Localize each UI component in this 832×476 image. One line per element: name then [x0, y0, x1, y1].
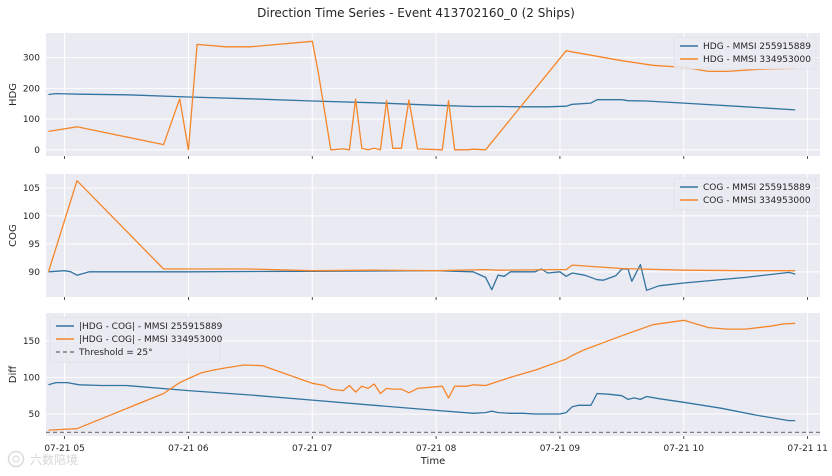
diff-x-tick-label: 07-21 06 [168, 444, 209, 454]
watermark-logo-inner-icon [12, 455, 20, 463]
diff-legend-label: |HDG - COG| - MMSI 255915889 [79, 322, 223, 332]
series-layer [46, 40, 820, 433]
cog-legend-label: COG - MMSI 255915889 [703, 183, 811, 193]
diff-x-tick-label: 07-21 05 [44, 444, 84, 454]
hdg-y-axis-label: HDG [8, 83, 19, 106]
x-axis-label: Time [420, 456, 445, 467]
cog-series-1-line [47, 180, 796, 272]
diff-x-tick-label: 07-21 11 [787, 444, 827, 454]
diff-x-tick-label: 07-21 09 [540, 444, 581, 454]
cog-legend-label: COG - MMSI 334953000 [703, 196, 811, 206]
hdg-series-1-line [48, 40, 796, 151]
cog-y-tick-label: 95 [29, 240, 40, 250]
chart-title: Direction Time Series - Event 413702160_… [257, 6, 575, 20]
diff-y-tick-label: 50 [29, 410, 41, 420]
diff-legend-box [49, 316, 221, 363]
legend-layer: HDG - MMSI 255915889 HDG - MMSI 334953000… [49, 36, 817, 363]
cog-y-tick-label: 90 [29, 268, 41, 278]
hdg-legend-box [673, 36, 817, 70]
diff-x-tick-label: 07-21 10 [664, 444, 705, 454]
diff-series-1-line [48, 319, 796, 431]
diff-x-tick-label: 07-21 08 [416, 444, 457, 454]
watermark-text: 六数陪境 [30, 452, 78, 467]
hdg-y-tick-label: 200 [23, 84, 40, 94]
diff-y-axis-label: Diff [8, 365, 19, 383]
cog-y-tick-label: 105 [23, 184, 40, 194]
diff-x-tick-label: 07-21 07 [292, 444, 332, 454]
watermark: 六数陪境 [7, 450, 78, 468]
diff-y-tick-label: 100 [23, 373, 40, 383]
hdg-y-tick-label: 100 [23, 115, 40, 125]
diff-legend-label: Threshold = 25° [78, 348, 153, 358]
cog-series-0-line [48, 263, 796, 291]
diff-y-tick-label: 150 [23, 337, 40, 347]
hdg-series-0-line [48, 92, 796, 111]
hdg-y-tick-label: 300 [23, 54, 40, 64]
tick-layer: 0 100 200 300 90 95 100 105 50 100 150 07-21 05 07-2… [23, 54, 828, 454]
diff-legend-label: |HDG - COG| - MMSI 334953000 [79, 335, 223, 345]
watermark-logo-icon [7, 450, 25, 468]
diff-series-0-line [48, 381, 796, 422]
cog-legend-box [673, 177, 817, 211]
cog-y-axis-label: COG [8, 224, 19, 247]
cog-y-tick-label: 100 [23, 212, 40, 222]
hdg-legend-label: HDG - MMSI 334953000 [703, 55, 811, 65]
hdg-y-tick-label: 0 [34, 146, 40, 156]
hdg-legend-label: HDG - MMSI 255915889 [703, 42, 811, 52]
